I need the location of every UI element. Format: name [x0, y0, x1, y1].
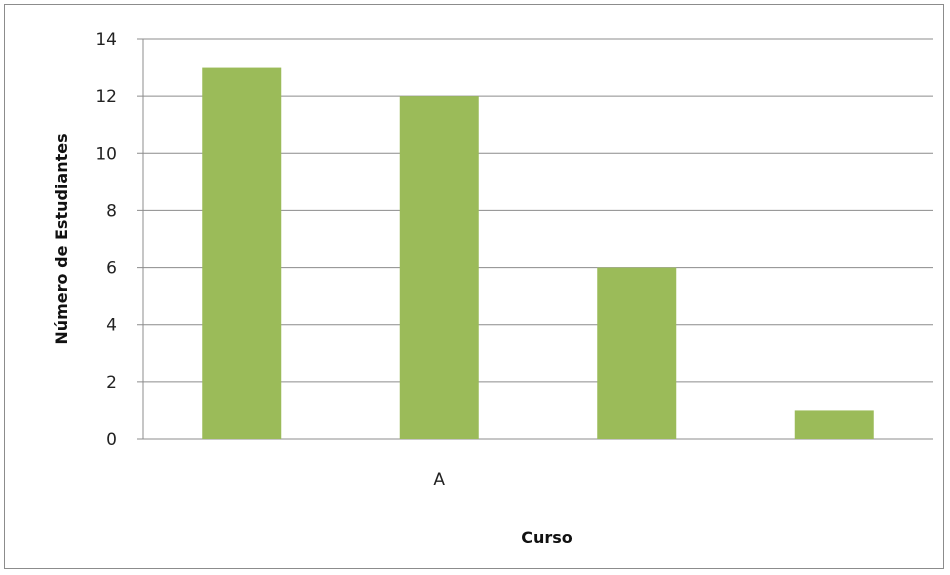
y-tick-label: 12 [95, 87, 117, 107]
x-tick-label: A [433, 470, 445, 490]
y-tick-label: 6 [106, 259, 117, 279]
bar [399, 96, 479, 440]
bar [597, 267, 677, 439]
y-tick-labels: 0 2 4 6 8 10 12 14 [95, 30, 117, 450]
x-tick-labels: A [433, 470, 445, 490]
y-tick-label: 10 [95, 144, 117, 164]
bar [202, 67, 282, 440]
y-tick-label: 4 [106, 316, 117, 336]
bars [202, 67, 874, 440]
y-tick-label: 0 [106, 430, 117, 450]
x-axis-title: Curso [521, 528, 573, 547]
y-tick-label: 2 [106, 373, 117, 393]
y-tick-label: 14 [95, 30, 117, 50]
y-tick-label: 8 [106, 201, 117, 221]
bar [794, 410, 874, 439]
y-axis-title: Número de Estudiantes [52, 133, 71, 344]
